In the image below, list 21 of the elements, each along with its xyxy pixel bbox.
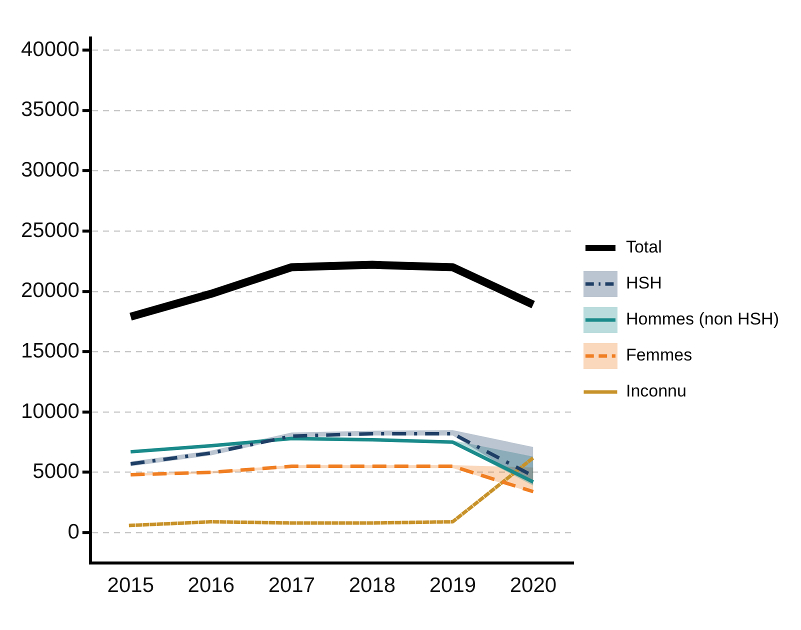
x-tick-label: 2015 <box>107 574 154 598</box>
y-tick-label: 35000 <box>20 98 80 122</box>
x-tick-label: 2020 <box>510 574 557 598</box>
y-tick-label: 0 <box>68 520 80 544</box>
legend-label: Inconnu <box>626 382 686 401</box>
legend-label: HSH <box>626 274 662 293</box>
line-series <box>128 456 535 528</box>
x-tick-label: 2017 <box>268 574 316 598</box>
y-tick-label: 40000 <box>20 38 80 61</box>
y-tick-label: 15000 <box>20 339 80 362</box>
y-tick-label: 20000 <box>20 279 80 302</box>
x-tick-label: 2019 <box>429 574 476 598</box>
x-tick-label: 2018 <box>348 574 396 598</box>
x-tick-label: 2016 <box>188 574 235 598</box>
legend-label: Hommes (non HSH) <box>626 310 780 329</box>
y-tick-label: 5000 <box>32 460 80 484</box>
legend-label: Total <box>626 238 662 257</box>
y-tick-label: 30000 <box>20 158 80 182</box>
legend-label: Femmes <box>626 346 692 365</box>
y-tick-label: 10000 <box>20 400 80 423</box>
y-tick-label: 25000 <box>20 218 80 242</box>
